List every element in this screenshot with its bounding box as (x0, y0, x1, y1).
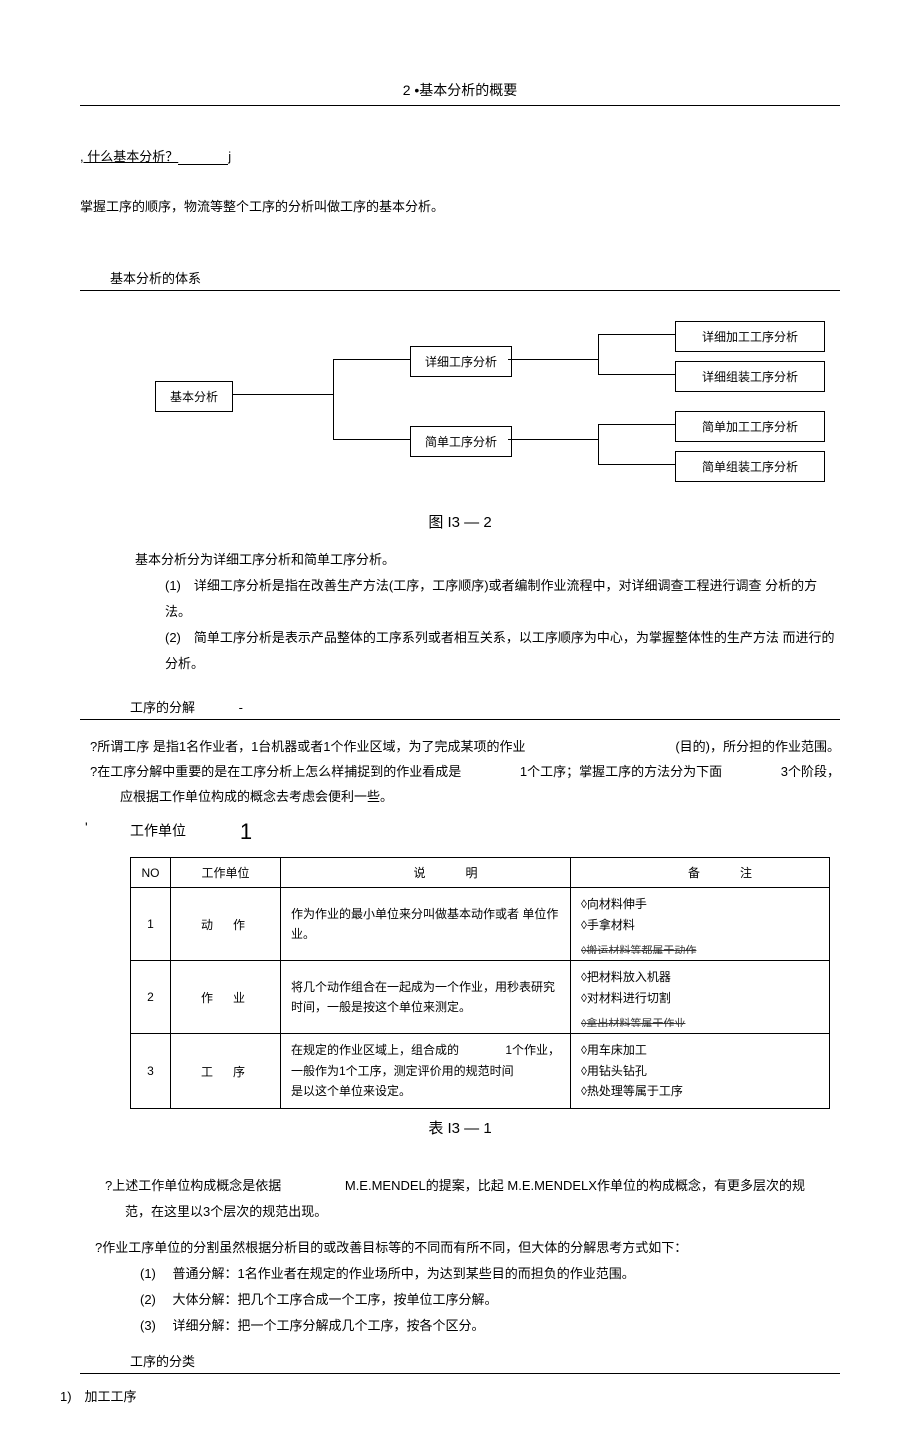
unit-big-number: 1 (240, 819, 252, 844)
table-row: 3 工序 在规定的作业区域上，组合成的1个作业， 一般作为1个工序，测定评价用的… (131, 1034, 830, 1108)
diagram: 基本分析 详细工序分析 简单工序分析 详细加工工序分析 详细组装工序分析 简单加… (80, 311, 840, 491)
unit-heading: 工作单位 1 (80, 819, 840, 845)
desc-p1: 基本分析分为详细工序分析和简单工序分析。 (135, 547, 840, 573)
cell-unit: 动作 (171, 888, 281, 961)
th-no: NO (131, 858, 171, 888)
page-title: 2 •基本分析的概要 (80, 80, 840, 106)
cell-note: ◊把材料放入机器 ◊对材料进行切割 ◊拿出材料等属于作业 (571, 961, 830, 1034)
decomp-line2: ?在工序分解中重要的是在工序分析上怎么样捕捉到的作业看成是 1个工序；掌握工序的… (80, 760, 840, 785)
node-simple: 简单工序分析 (410, 426, 512, 457)
decomp-line1: ?所谓工序 是指1名作业者，1台机器或者1个作业区域，为了完成某项的作业 (目的… (80, 735, 840, 760)
desc-p2: (1) 详细工序分析是指在改善生产方法(工序，工序顺序)或者编制作业流程中，对详… (135, 573, 840, 625)
node-s2: 简单组装工序分析 (675, 451, 825, 482)
footer-f2: ?作业工序单位的分割虽然根据分析目的或改善目标等的不同而有所不同，但大体的分解思… (80, 1235, 840, 1261)
table-caption: 表 I3 — 1 (80, 1117, 840, 1138)
q-tail: j (228, 149, 231, 164)
f1a: ?上述工作单位构成概念是依据 (80, 1178, 281, 1193)
cell-no: 3 (131, 1034, 171, 1108)
footer-item: (3) 详细分解：把一个工序分解成几个工序，按各个区分。 (80, 1313, 840, 1339)
decomp-l2a: ?在工序分解中重要的是在工序分析上怎么样捕捉到的作业看成是 (90, 760, 461, 785)
unit-heading-text: 工作单位 (130, 823, 186, 839)
cell-no: 1 (131, 888, 171, 961)
table-row: 1 动作 作为作业的最小单位来分叫做基本动作或者 单位作业。 ◊向材料伸手 ◊手… (131, 888, 830, 961)
footer-item: (1) 普通分解：1名作业者在规定的作业场所中，为达到某些目的而担负的作业范围。 (80, 1261, 840, 1287)
section-question: , 什么基本分析？ j (80, 146, 840, 165)
decomp-l2b: 1个工序；掌握工序的方法分为下面 (520, 760, 722, 785)
system-heading: 基本分析的体系 (80, 268, 840, 291)
node-detail: 详细工序分析 (410, 346, 512, 377)
th-desc: 说明 (281, 858, 571, 888)
footer-f1: ?上述工作单位构成概念是依据 M.E.MENDEL的提案，比起 M.E.MEND… (80, 1173, 840, 1199)
th-unit: 工作单位 (171, 858, 281, 888)
cell-unit: 作业 (171, 961, 281, 1034)
q-text: , 什么基本分析？ (80, 149, 178, 164)
figure-caption: 图 I3 — 2 (80, 511, 840, 532)
decomp-heading: 工序的分解 - (80, 697, 840, 720)
category-heading: 工序的分类 (80, 1351, 840, 1374)
description-block: 基本分析分为详细工序分析和简单工序分析。 (1) 详细工序分析是指在改善生产方法… (80, 547, 840, 677)
cell-desc: 将几个动作组合在一起成为一个作业，用秒表研究时间，一般是按这个单位来测定。 (281, 961, 571, 1034)
th-note: 备注 (571, 858, 830, 888)
work-unit-table: NO 工作单位 说明 备注 1 动作 作为作业的最小单位来分叫做基本动作或者 单… (130, 857, 830, 1108)
table-row: 2 作业 将几个动作组合在一起成为一个作业，用秒表研究时间，一般是按这个单位来测… (131, 961, 830, 1034)
cell-desc: 在规定的作业区域上，组合成的1个作业， 一般作为1个工序，测定评价用的规范时间 … (281, 1034, 571, 1108)
desc-p3: (2) 简单工序分析是表示产品整体的工序系列或者相互关系，以工序顺序为中心，为掌… (135, 625, 840, 677)
cell-note: ◊向材料伸手 ◊手拿材料 ◊搬运材料等都属于动作 (571, 888, 830, 961)
node-d2: 详细组装工序分析 (675, 361, 825, 392)
f1b: M.E.MENDEL的提案，比起 M.E.MENDELX作单位的构成概念，有更多… (345, 1178, 805, 1193)
cell-unit: 工序 (171, 1034, 281, 1108)
decomp-l1b: (目的)，所分担的作业范围。 (675, 735, 840, 760)
last-line: 1) 加工工序 (60, 1386, 840, 1405)
node-d1: 详细加工工序分析 (675, 321, 825, 352)
cell-no: 2 (131, 961, 171, 1034)
cell-desc: 作为作业的最小单位来分叫做基本动作或者 单位作业。 (281, 888, 571, 961)
footer-item: (2) 大体分解：把几个工序合成一个工序，按单位工序分解。 (80, 1287, 840, 1313)
footer-f1c: 范，在这里以3个层次的规范出现。 (80, 1199, 840, 1225)
decomp-heading-text: 工序的分解 (130, 700, 195, 715)
decomp-line3: 应根据工作单位构成的概念去考虑会便利一些。 (80, 785, 840, 810)
intro-text: 掌握工序的顺序，物流等整个工序的分析叫做工序的基本分析。 (80, 195, 840, 218)
decomp-l2c: 3个阶段， (781, 760, 840, 785)
cell-note: ◊用车床加工 ◊用钻头钻孔 ◊热处理等属于工序 (571, 1034, 830, 1108)
decomp-dash: - (239, 700, 243, 715)
decomp-l1a: ?所谓工序 是指1名作业者，1台机器或者1个作业区域，为了完成某项的作业 (90, 735, 526, 760)
node-s1: 简单加工工序分析 (675, 411, 825, 442)
node-root: 基本分析 (155, 381, 233, 412)
